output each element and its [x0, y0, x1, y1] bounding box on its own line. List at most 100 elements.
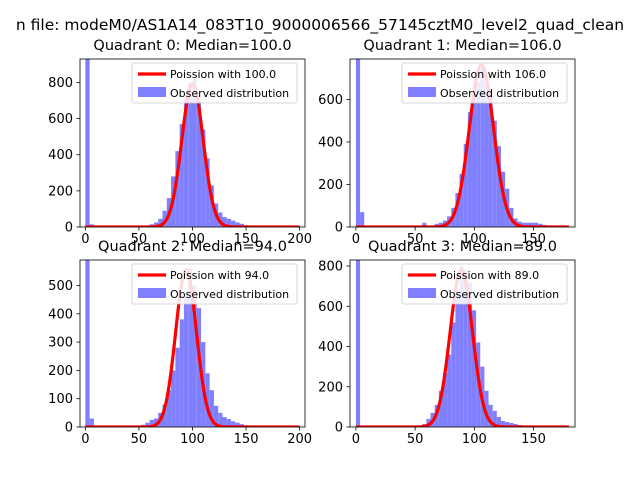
legend-label-poisson: Poission with 89.0 — [440, 269, 539, 282]
histogram-bar — [500, 420, 506, 427]
subplot-quadrant-0: Quadrant 0: Median=100.0 0 50 100 150 200 0 200… — [48, 38, 312, 247]
legend: Poission with 89.0 Observed distribution — [401, 263, 568, 305]
y-tick-label: 0 — [65, 421, 73, 436]
histogram-bar — [467, 282, 472, 427]
histogram-bar — [222, 417, 227, 427]
y-tick-label: 200 — [318, 380, 343, 395]
legend-label-observed: Observed distribution — [170, 288, 289, 301]
histogram-bar — [85, 260, 90, 427]
x-tick-label: 100 — [462, 432, 487, 447]
histogram-bar — [183, 293, 189, 427]
x-tick-label: 150 — [521, 232, 546, 247]
legend-box — [401, 62, 568, 104]
histogram-bar — [166, 390, 172, 427]
y-tick-label: 0 — [335, 421, 343, 436]
histogram-bar — [467, 112, 472, 227]
y-tick-label: 300 — [48, 336, 73, 351]
histogram-bar — [158, 218, 163, 227]
y-tick-label: 0 — [65, 221, 73, 236]
histogram-bar — [463, 270, 468, 427]
y-tick-label: 600 — [318, 300, 343, 315]
histogram-bar — [492, 410, 497, 427]
histogram-bar — [534, 222, 539, 227]
histogram-bar — [459, 266, 464, 427]
y-tick-label: 800 — [318, 260, 343, 275]
histogram-bar — [192, 78, 197, 227]
histogram-bar — [492, 120, 497, 227]
y-tick-label: 200 — [48, 364, 73, 379]
x-tick-label: 150 — [234, 432, 259, 447]
histogram-bar — [171, 370, 176, 427]
legend-patch-swatch — [138, 288, 166, 298]
x-tick-label: 0 — [81, 432, 89, 447]
histogram-bar — [209, 185, 214, 227]
histogram-bar — [463, 144, 468, 227]
histogram-bar — [226, 419, 232, 427]
histogram-bar — [239, 223, 244, 227]
histogram-bar — [471, 99, 477, 227]
x-tick-label: 50 — [131, 432, 148, 447]
legend-label-observed: Observed distribution — [440, 288, 559, 301]
histogram-bar — [530, 222, 535, 227]
legend-label-poisson: Poission with 100.0 — [170, 68, 276, 81]
histogram-bar — [488, 95, 493, 227]
legend: Poission with 94.0 Observed distribution — [131, 263, 298, 305]
histogram-bar — [422, 222, 427, 227]
histogram-bar — [355, 59, 361, 227]
histogram-bar — [521, 222, 526, 227]
subplot-title: Quadrant 2: Median=94.0 — [98, 239, 287, 255]
figure-suptitle: n file: modeM0/AS1A14_083T10_9000006566_… — [16, 16, 624, 35]
histogram-bar — [196, 308, 202, 427]
legend-label-observed: Observed distribution — [170, 87, 289, 100]
histogram-bar — [153, 222, 159, 227]
histogram-bar — [496, 146, 501, 227]
legend: Poission with 100.0 Observed distribution — [131, 62, 298, 104]
x-tick-label: 100 — [462, 232, 487, 247]
subplot-title: Quadrant 0: Median=100.0 — [93, 38, 291, 54]
y-tick-label: 400 — [318, 135, 343, 150]
legend-label-poisson: Poission with 94.0 — [170, 269, 269, 282]
histogram-bar — [192, 285, 197, 427]
x-tick-label: 0 — [81, 232, 89, 247]
histogram-bar — [355, 260, 361, 427]
histogram-bar — [471, 310, 477, 427]
histogram-bar — [438, 390, 443, 427]
legend-label-observed: Observed distribution — [440, 87, 559, 100]
y-tick-label: 800 — [48, 76, 73, 91]
histogram-bar — [235, 222, 240, 227]
axes-frame — [349, 259, 576, 428]
subplots-group: Quadrant 0: Median=100.0 0 50 100 150 200 0 200… — [48, 38, 576, 447]
histogram-bar — [455, 290, 460, 427]
histogram-bar — [149, 419, 154, 427]
legend-box — [131, 62, 298, 104]
legend-label-poisson: Poission with 106.0 — [440, 68, 546, 81]
histogram-bar — [162, 210, 167, 227]
histogram-bar — [496, 416, 501, 427]
y-tick-label: 600 — [48, 112, 73, 127]
histogram-bar — [488, 404, 493, 427]
x-tick-label: 200 — [287, 432, 312, 447]
histogram-bar — [231, 421, 236, 427]
subplot-quadrant-2: Quadrant 2: Median=94.0 0 50 100 150 200 0 100 2… — [48, 239, 312, 447]
y-tick-label: 500 — [48, 279, 73, 294]
legend-box — [401, 263, 568, 305]
histogram-bar — [484, 82, 489, 227]
x-tick-label: 100 — [180, 432, 205, 447]
y-tick-label: 400 — [48, 148, 73, 163]
y-tick-label: 0 — [335, 221, 343, 236]
subplot-quadrant-1: Quadrant 1: Median=106.0 0 50 100 150 0 200 400… — [318, 38, 576, 247]
histogram-bar — [196, 100, 202, 227]
histogram-bar — [85, 59, 90, 227]
legend-patch-swatch — [138, 87, 166, 97]
histogram-bar — [476, 82, 481, 227]
x-tick-label: 200 — [287, 232, 312, 247]
legend-box — [131, 263, 298, 305]
histogram-bar — [509, 422, 514, 427]
histogram-bar — [179, 319, 184, 427]
x-tick-label: 0 — [352, 432, 360, 447]
x-tick-label: 50 — [131, 232, 148, 247]
subplot-title: Quadrant 1: Median=106.0 — [363, 38, 561, 54]
x-tick-label: 50 — [407, 432, 424, 447]
histogram-bar — [484, 390, 489, 427]
